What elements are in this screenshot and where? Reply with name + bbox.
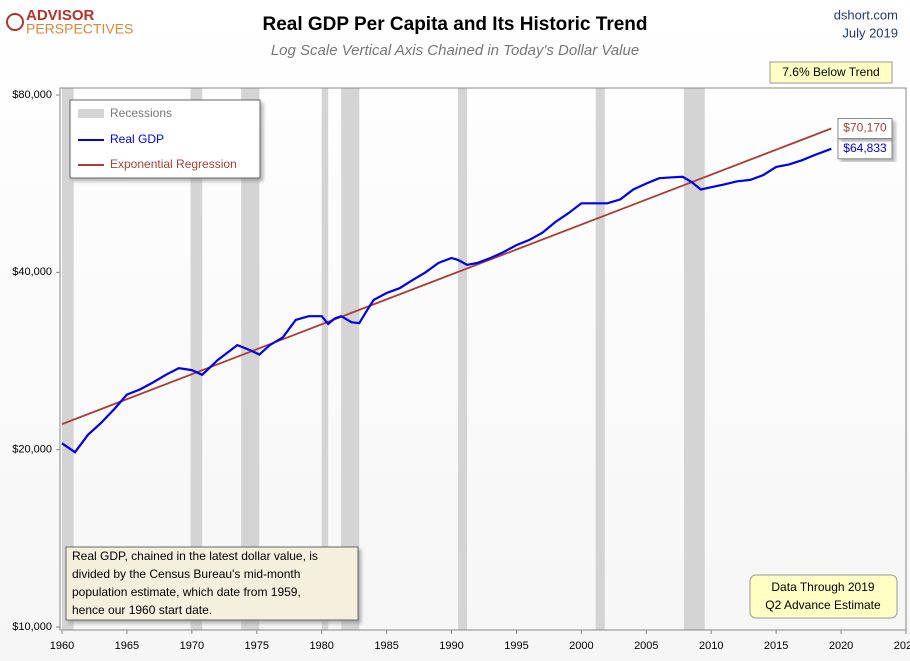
logo-icon xyxy=(6,13,24,31)
recession-band xyxy=(683,88,705,630)
x-tick-label: 2020 xyxy=(829,640,853,652)
x-tick-label: 1980 xyxy=(309,640,333,652)
y-tick-label: $10,000 xyxy=(12,621,52,633)
series-line xyxy=(61,127,832,425)
recession-band xyxy=(595,88,605,630)
logo-bottom: PERSPECTIVES xyxy=(26,21,133,37)
trend-note: 7.6% Below Trend xyxy=(782,65,879,79)
note-line: Real GDP, chained in the latest dollar v… xyxy=(72,549,318,563)
note-line: hence our 1960 start date. xyxy=(72,603,212,617)
y-tick-label: $40,000 xyxy=(12,266,52,278)
legend-swatch xyxy=(78,109,104,118)
recession-band xyxy=(321,88,329,630)
chart-title: Real GDP Per Capita and Its Historic Tre… xyxy=(262,14,647,35)
data-note-line: Q2 Advance Estimate xyxy=(765,598,881,612)
x-tick-label: 2000 xyxy=(569,640,593,652)
y-tick-label: $80,000 xyxy=(12,89,52,101)
note-line: divided by the Census Bureau's mid-month xyxy=(72,567,300,581)
recession-band xyxy=(62,88,74,630)
x-tick-label: 1970 xyxy=(180,640,204,652)
x-tick-label: 1985 xyxy=(374,640,398,652)
x-tick-label: 2015 xyxy=(764,640,788,652)
date: July 2019 xyxy=(842,25,898,40)
logo-top: ADVISOR xyxy=(26,7,95,24)
data-note-box xyxy=(749,574,898,619)
x-tick-label: 1990 xyxy=(439,640,463,652)
legend-label: Recessions xyxy=(110,106,172,120)
x-tick-label: 2025 xyxy=(894,640,910,652)
trend-note-box xyxy=(769,61,893,84)
x-tick-label: 1965 xyxy=(115,640,139,652)
legend-label: Real GDP xyxy=(110,132,164,146)
x-tick-label: 1995 xyxy=(504,640,528,652)
x-tick-label: 2010 xyxy=(699,640,723,652)
note-box xyxy=(65,546,359,621)
chart-subtitle: Log Scale Vertical Axis Chained in Today… xyxy=(271,42,639,59)
y-tick-label: $20,000 xyxy=(12,444,52,456)
end-label: $70,170 xyxy=(843,121,887,135)
recession-band xyxy=(341,88,360,630)
recession-band xyxy=(190,88,203,630)
note-line: population estimate, which date from 195… xyxy=(72,585,301,599)
source: dshort.com xyxy=(834,7,898,22)
data-note-line: Data Through 2019 xyxy=(771,580,875,594)
series-line xyxy=(61,147,832,454)
plot-frame xyxy=(59,87,907,631)
recession-band xyxy=(241,88,260,630)
x-tick-label: 1975 xyxy=(245,640,269,652)
end-label: $64,833 xyxy=(843,141,887,155)
end-label-box xyxy=(837,118,893,140)
legend-label: Exponential Regression xyxy=(110,157,237,171)
x-tick-label: 2005 xyxy=(634,640,658,652)
recession-band xyxy=(458,88,468,630)
x-tick-label: 1960 xyxy=(50,640,74,652)
